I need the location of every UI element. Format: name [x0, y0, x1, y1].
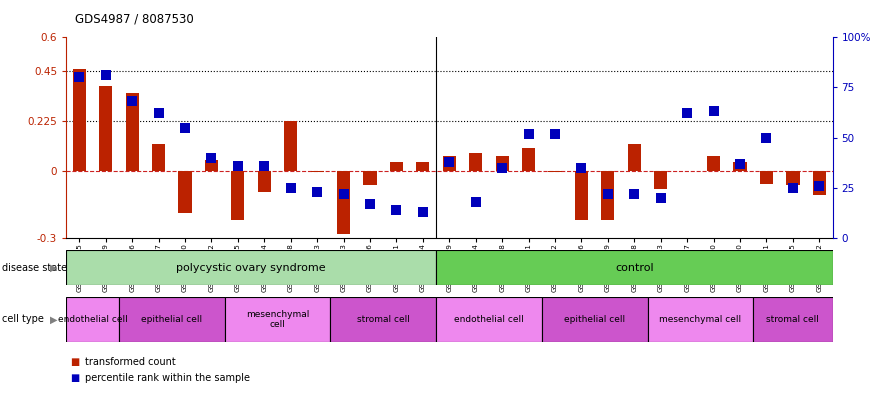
Text: ■: ■: [70, 373, 79, 383]
Text: mesenchymal cell: mesenchymal cell: [659, 315, 742, 324]
Text: ▶: ▶: [49, 314, 57, 324]
Text: stromal cell: stromal cell: [766, 315, 819, 324]
Point: [284, 184, 298, 191]
Point: [204, 154, 218, 161]
Point: [548, 130, 562, 137]
Bar: [542, 297, 648, 342]
Bar: [707, 156, 720, 171]
Point: [574, 164, 589, 171]
Text: ▶: ▶: [49, 263, 57, 273]
Bar: [337, 171, 350, 234]
Bar: [522, 147, 535, 171]
Text: polycystic ovary syndrome: polycystic ovary syndrome: [176, 263, 326, 273]
Bar: [648, 297, 753, 342]
Text: epithelial cell: epithelial cell: [564, 315, 626, 324]
Bar: [601, 171, 614, 220]
Point: [442, 158, 456, 165]
Bar: [753, 297, 833, 342]
Bar: [416, 162, 429, 171]
Bar: [759, 171, 773, 184]
Point: [627, 191, 641, 197]
Bar: [225, 297, 330, 342]
Bar: [66, 297, 119, 342]
Bar: [436, 297, 542, 342]
Text: control: control: [615, 263, 654, 273]
Point: [522, 130, 536, 137]
Point: [125, 98, 139, 105]
Point: [231, 162, 245, 169]
Point: [680, 110, 694, 117]
Bar: [125, 93, 138, 171]
Point: [337, 191, 351, 197]
Bar: [119, 297, 225, 342]
Bar: [257, 171, 270, 192]
Point: [759, 134, 774, 141]
Bar: [99, 86, 112, 171]
Bar: [330, 297, 436, 342]
Point: [389, 207, 403, 213]
Bar: [733, 162, 746, 171]
Point: [495, 164, 509, 171]
Bar: [469, 153, 482, 171]
Text: mesenchymal
cell: mesenchymal cell: [246, 310, 309, 329]
Text: transformed count: transformed count: [85, 358, 176, 367]
Point: [733, 160, 747, 167]
Bar: [654, 171, 667, 189]
Point: [310, 189, 324, 195]
Bar: [310, 171, 323, 172]
Point: [786, 184, 800, 191]
Point: [469, 198, 483, 205]
Text: endothelial cell: endothelial cell: [454, 315, 524, 324]
Bar: [178, 171, 191, 213]
Point: [416, 209, 430, 215]
Text: endothelial cell: endothelial cell: [57, 315, 128, 324]
Bar: [231, 171, 244, 220]
Text: epithelial cell: epithelial cell: [141, 315, 203, 324]
Bar: [812, 171, 825, 195]
Point: [654, 195, 668, 201]
Bar: [152, 144, 165, 171]
Point: [72, 74, 86, 81]
Text: GDS4987 / 8087530: GDS4987 / 8087530: [75, 13, 194, 26]
Bar: [436, 250, 833, 285]
Point: [178, 124, 192, 130]
Bar: [574, 171, 588, 220]
Bar: [495, 156, 508, 171]
Bar: [442, 156, 455, 171]
Text: percentile rank within the sample: percentile rank within the sample: [85, 373, 250, 383]
Point: [363, 200, 377, 207]
Bar: [627, 144, 640, 171]
Bar: [363, 171, 376, 185]
Text: disease state: disease state: [2, 263, 67, 273]
Bar: [66, 250, 436, 285]
Bar: [389, 162, 403, 171]
Point: [152, 110, 166, 117]
Point: [257, 162, 271, 169]
Point: [601, 191, 615, 197]
Bar: [284, 121, 297, 171]
Text: ■: ■: [70, 358, 79, 367]
Text: cell type: cell type: [2, 314, 44, 324]
Bar: [548, 171, 562, 172]
Point: [707, 108, 721, 115]
Point: [812, 182, 826, 189]
Bar: [72, 68, 85, 171]
Point: [99, 72, 113, 79]
Text: stromal cell: stromal cell: [357, 315, 410, 324]
Bar: [204, 160, 218, 171]
Bar: [786, 171, 799, 185]
